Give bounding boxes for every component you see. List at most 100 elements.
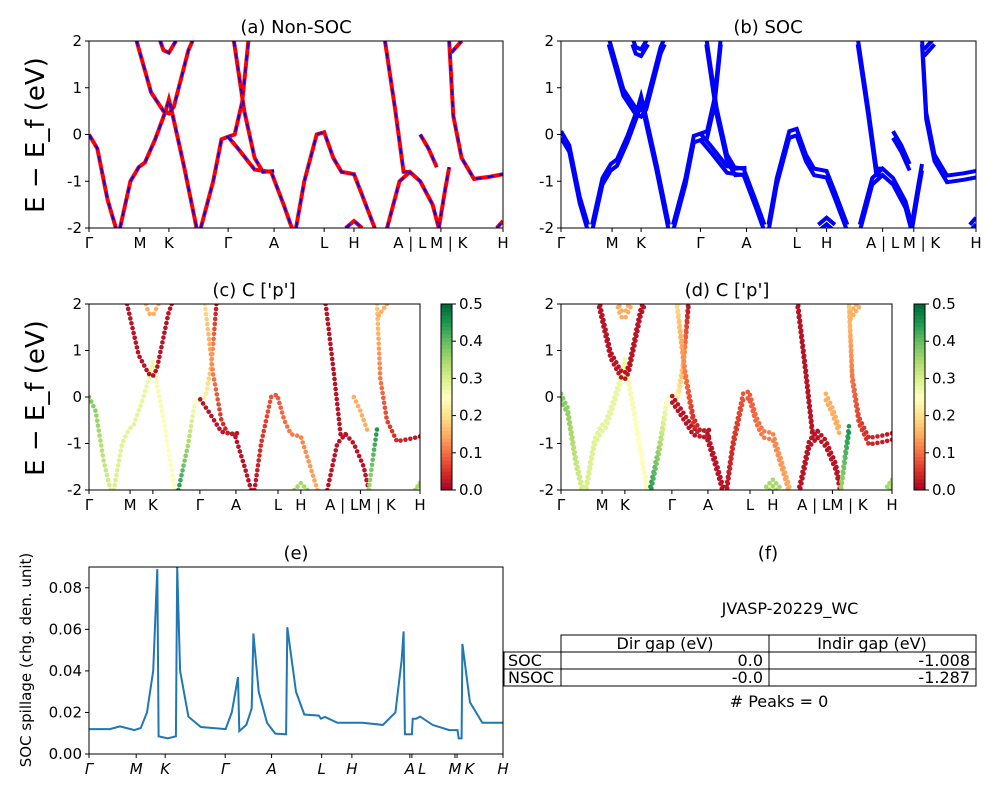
band-dot <box>573 454 578 460</box>
band-dot <box>884 432 890 437</box>
band-dot <box>282 419 288 425</box>
band-dot <box>412 435 418 440</box>
band-dot <box>212 316 218 322</box>
band-dot <box>606 415 612 421</box>
band-dot <box>641 298 646 303</box>
band-dot <box>678 333 684 339</box>
band-dot <box>841 470 846 476</box>
band-dot <box>880 433 885 438</box>
band-dot <box>203 306 208 312</box>
band-dot <box>354 449 360 454</box>
band-dot <box>186 438 191 444</box>
band-dot <box>331 457 336 463</box>
xtick-label: A <box>741 234 752 252</box>
band-dot <box>159 344 164 350</box>
band-line-soc-dash <box>496 220 503 228</box>
colorbar-segment <box>441 333 452 338</box>
colorbar-segment <box>914 463 925 469</box>
band-dot <box>315 487 320 490</box>
band-dot <box>144 367 149 373</box>
band-dot <box>257 448 263 453</box>
band-dot <box>808 408 813 414</box>
band-dot <box>190 413 195 419</box>
band-dot <box>683 334 689 340</box>
band-dot <box>706 434 712 439</box>
band-dot <box>639 309 645 315</box>
band-dot <box>210 341 216 347</box>
colorbar-segment <box>914 460 925 465</box>
band-line-soc-dash <box>199 41 250 228</box>
band-dot <box>166 448 171 453</box>
band-dot <box>237 449 243 454</box>
xtick-label: H <box>767 496 778 514</box>
xtick-label: K <box>464 760 475 778</box>
band-dot <box>575 464 581 470</box>
band-dot <box>801 471 806 476</box>
band-dot <box>336 416 342 422</box>
band-dot <box>246 478 251 483</box>
band-dot <box>627 380 632 386</box>
band-dot <box>169 467 175 473</box>
band-dot <box>855 407 860 412</box>
band-dot <box>370 457 376 463</box>
band-dot <box>123 434 128 439</box>
band-dot <box>303 449 309 455</box>
band-dot <box>328 472 333 478</box>
colorbar-segment <box>441 330 452 335</box>
band-dot <box>616 364 621 370</box>
band-line-soc <box>920 41 976 178</box>
band-dot <box>617 382 623 388</box>
colorbar-segment <box>914 471 925 476</box>
band-dot <box>561 396 566 401</box>
band-dot <box>597 304 603 308</box>
band-dot <box>211 377 217 382</box>
band-dot <box>803 461 808 466</box>
band-dot <box>678 328 683 334</box>
band-dot <box>884 438 890 444</box>
band-dot <box>614 392 620 397</box>
ytick-label: -2 <box>67 481 82 499</box>
xtick-label: A <box>703 496 714 514</box>
band-dot <box>843 455 848 461</box>
band-dot <box>331 371 337 377</box>
band-dot <box>856 411 861 417</box>
band-dot <box>113 477 118 483</box>
colorbar-segment <box>914 322 925 327</box>
band-dot <box>715 465 720 470</box>
band-dot <box>301 444 307 450</box>
band-dot <box>625 309 631 315</box>
band-dot <box>225 430 230 436</box>
band-line-soc <box>767 132 849 228</box>
ytick-label: 0.04 <box>49 662 82 680</box>
band-dot <box>838 491 843 496</box>
band-dot <box>678 406 683 411</box>
colorbar-segment <box>914 411 925 417</box>
band-dot <box>375 326 381 332</box>
band-dot <box>366 487 371 490</box>
band-dot <box>336 411 341 417</box>
band-dot <box>681 358 687 364</box>
band-dot <box>218 417 224 422</box>
band-dot <box>808 413 814 419</box>
band-dot <box>291 487 297 490</box>
band-dot <box>721 491 726 496</box>
colorbar-segment <box>914 478 925 484</box>
band-dot <box>628 385 633 391</box>
band-dot <box>223 426 228 431</box>
band-dot <box>180 468 185 473</box>
colorbar-segment <box>441 315 452 320</box>
band-dot <box>587 466 593 471</box>
band-dot <box>569 430 574 435</box>
band-dot <box>260 433 266 439</box>
xtick-label: M <box>130 760 143 778</box>
band-dot <box>202 304 208 307</box>
ytick-label: 0.02 <box>49 703 82 721</box>
band-dot <box>204 386 210 391</box>
band-dot <box>378 380 384 386</box>
band-dot <box>278 405 284 411</box>
band-dot <box>287 428 292 434</box>
band-dot <box>851 382 857 388</box>
band-dot <box>206 331 211 337</box>
band-dot <box>213 311 218 317</box>
band-dot <box>384 415 389 420</box>
